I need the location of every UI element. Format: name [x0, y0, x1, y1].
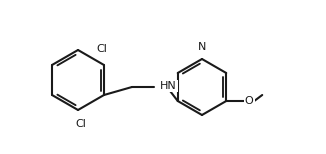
Text: Cl: Cl — [77, 119, 87, 129]
Text: HN: HN — [160, 81, 177, 91]
Text: Cl: Cl — [96, 44, 108, 54]
Text: O: O — [245, 96, 254, 106]
Text: N: N — [198, 42, 206, 52]
Text: Cl: Cl — [76, 119, 86, 129]
